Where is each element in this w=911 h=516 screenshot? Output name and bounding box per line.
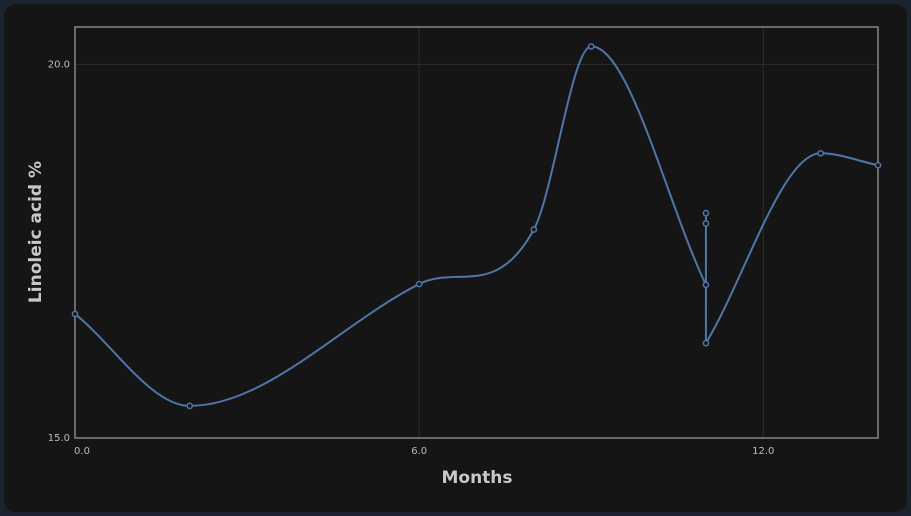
point [186, 402, 194, 410]
point [874, 161, 882, 169]
point [587, 43, 595, 50]
point [702, 339, 710, 347]
point [530, 226, 538, 233]
x-tick-label: 0.0 [74, 446, 90, 457]
point [702, 220, 710, 227]
point [415, 280, 423, 288]
point [702, 209, 710, 217]
panel [4, 4, 907, 512]
y-tick-label: 20.0 [48, 59, 70, 70]
x-axis-label: Months [441, 468, 512, 488]
x-tick-label: 6.0 [411, 446, 427, 457]
x-tick-label: 12.0 [752, 446, 774, 457]
point [702, 281, 710, 289]
line [74, 45, 879, 407]
y-axis-label: Linoleic acid % [26, 161, 46, 303]
y-tick-label: 15.0 [48, 433, 70, 444]
plot-frame [74, 26, 879, 439]
point [71, 310, 79, 318]
point [817, 149, 824, 157]
